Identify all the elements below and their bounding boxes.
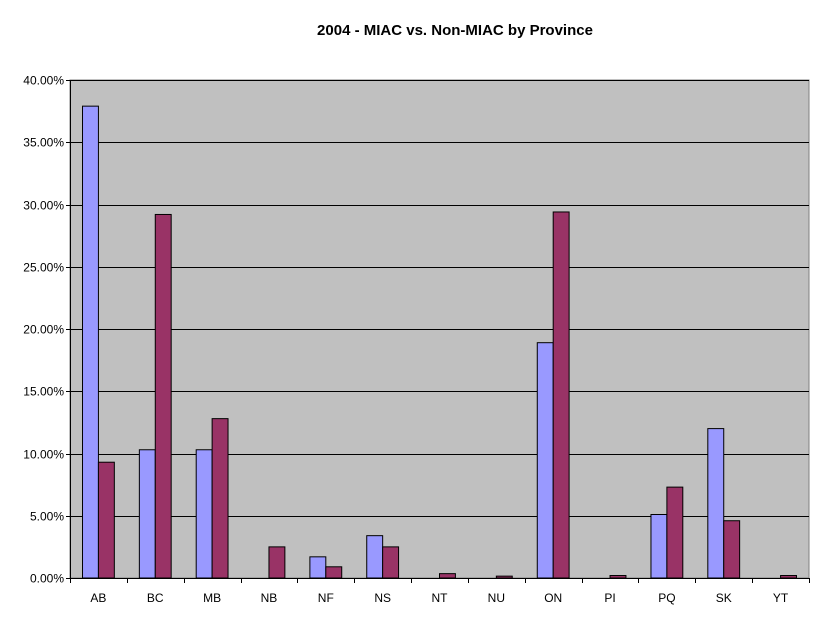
y-tick-label: 5.00% — [30, 510, 64, 524]
y-axis-ticks: 0.00% 5.00% 10.00% 15.00% 20.00% 25.00% 30.00%… — [23, 74, 71, 586]
x-tick-label: PI — [604, 591, 615, 605]
y-tick-label: 40.00% — [23, 74, 64, 88]
x-tick-label: NT — [432, 591, 449, 605]
x-tick-label: BC — [147, 591, 164, 605]
x-tick-label: YT — [773, 591, 789, 605]
bar-nf-series-2 — [325, 566, 343, 579]
bar-nb-series-2 — [268, 546, 286, 579]
bar-sk-series-1 — [707, 428, 725, 579]
y-tick-label: 20.00% — [23, 323, 64, 337]
bar-pq-series-1 — [650, 514, 668, 579]
bar-ab-series-2 — [97, 461, 115, 579]
bars — [82, 105, 797, 579]
y-tick-label: 35.00% — [23, 136, 64, 150]
x-tick-label: PQ — [658, 591, 675, 605]
bar-bc-series-1 — [138, 449, 156, 579]
bar-ns-series-2 — [382, 546, 400, 579]
bar-mb-series-1 — [195, 449, 213, 579]
bar-nu-series-2 — [495, 575, 513, 579]
x-tick-label: SK — [716, 591, 732, 605]
x-tick-label: MB — [203, 591, 221, 605]
bar-pi-series-2 — [609, 575, 627, 579]
y-tick-label: 30.00% — [23, 199, 64, 213]
bar-nt-series-2 — [439, 573, 456, 579]
bar-on-series-2 — [552, 211, 570, 579]
bar-yt-series-2 — [780, 575, 797, 579]
x-tick-label: NF — [318, 591, 334, 605]
gridlines — [70, 80, 809, 517]
chart-title: 2004 - MIAC vs. Non-MIAC by Province — [317, 22, 593, 39]
x-tick-label: AB — [90, 591, 106, 605]
bar-bc-series-2 — [154, 213, 172, 579]
x-axis-ticks: AB BC MB NB NF NS NT NU ON PI PQ SK YT — [70, 578, 810, 605]
x-tick-label: ON — [544, 591, 562, 605]
bar-ab-series-1 — [82, 105, 99, 579]
bar-nf-series-1 — [309, 556, 327, 579]
bar-ns-series-1 — [366, 535, 384, 579]
x-tick-label: NS — [374, 591, 391, 605]
x-tick-label: NU — [488, 591, 505, 605]
y-tick-label: 15.00% — [23, 385, 64, 399]
bar-sk-series-2 — [723, 520, 741, 579]
bar-on-series-1 — [536, 342, 554, 579]
bar-pq-series-2 — [666, 486, 684, 579]
bar-mb-series-2 — [211, 418, 229, 579]
y-tick-label: 10.00% — [23, 448, 64, 462]
y-tick-label: 25.00% — [23, 261, 64, 275]
x-tick-label: NB — [261, 591, 278, 605]
y-tick-label: 0.00% — [30, 572, 64, 586]
